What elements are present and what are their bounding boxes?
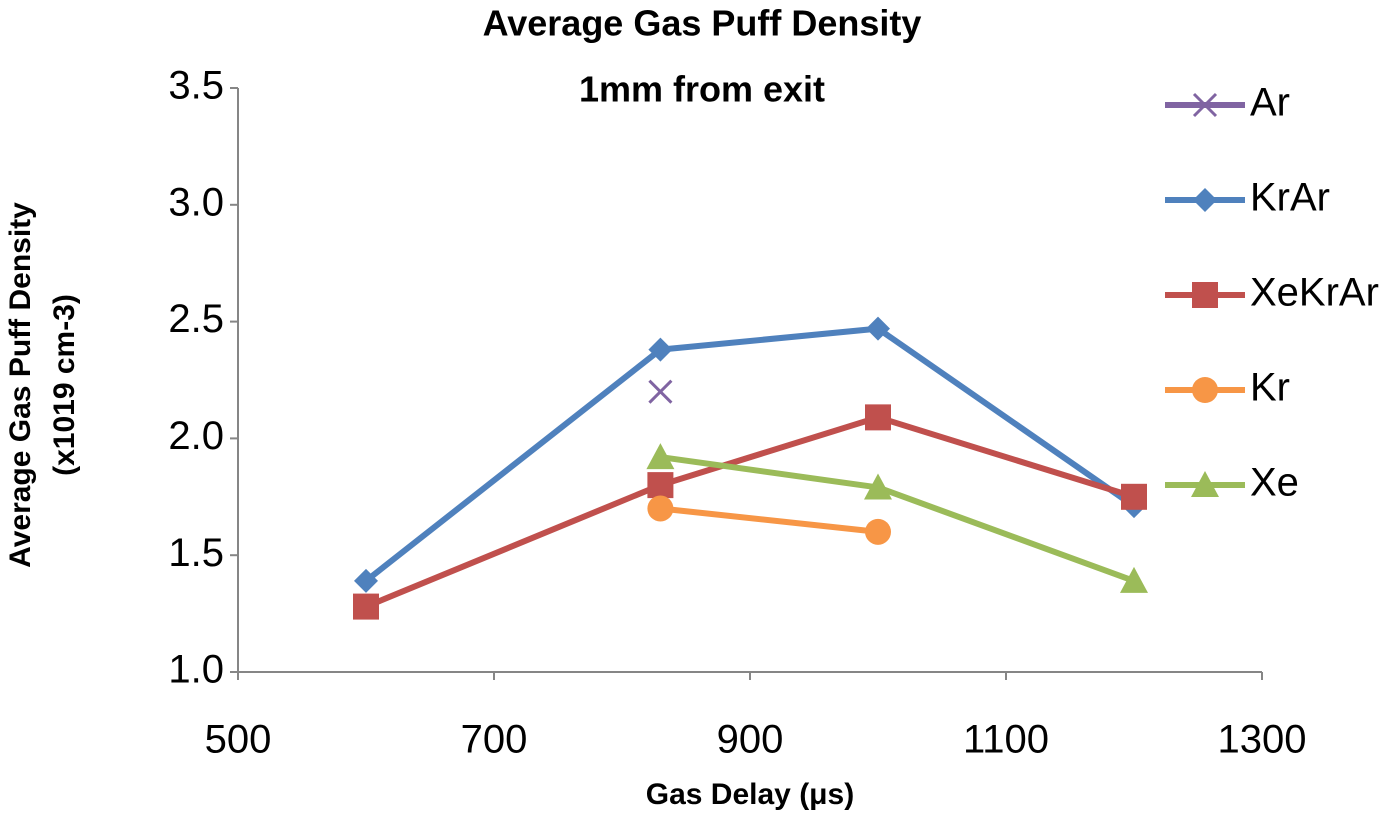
y-axis-title: Average Gas Puff Density [4,202,37,568]
marker [1192,92,1218,118]
marker [648,379,673,404]
marker [647,495,674,522]
marker [1120,566,1148,593]
marker [1192,282,1218,308]
chart-subtitle: 1mm from exit [579,69,825,110]
marker [1121,483,1147,510]
x-tick-label: 900 [717,718,784,762]
marker [864,473,892,500]
y-tick-label: 3.0 [168,180,224,224]
marker [866,316,890,341]
y-tick-label: 2.5 [168,297,224,341]
legend-label: KrAr [1250,176,1330,220]
legend-label: Kr [1250,366,1290,410]
x-tick-label: 1300 [1218,718,1307,762]
x-axis-title: Gas Delay (μs) [646,778,854,811]
marker [354,568,378,593]
legend-label: XeKrAr [1250,271,1379,315]
chart-title: Average Gas Puff Density [483,3,922,44]
x-tick-label: 1100 [963,718,1049,762]
y-tick-label: 1.0 [168,648,224,692]
marker [1191,471,1219,497]
series-line [364,414,1135,610]
marker [353,593,379,620]
series-line [364,325,1136,584]
marker [646,443,675,470]
legend-label: Xe [1250,461,1299,505]
legend-label: Ar [1250,81,1290,125]
series-line [660,505,879,535]
marker [647,472,674,499]
marker [865,404,891,431]
marker [1193,188,1217,212]
marker [865,518,891,545]
y-tick-label: 1.5 [168,531,224,575]
y-tick-label: 2.0 [168,414,224,458]
y-axis-title: (x1019 cm-3) [48,294,81,476]
x-tick-label: 700 [461,718,528,762]
x-tick-label: 500 [205,718,272,762]
marker [648,337,673,362]
y-tick-label: 3.5 [168,64,224,108]
marker [1192,377,1218,403]
